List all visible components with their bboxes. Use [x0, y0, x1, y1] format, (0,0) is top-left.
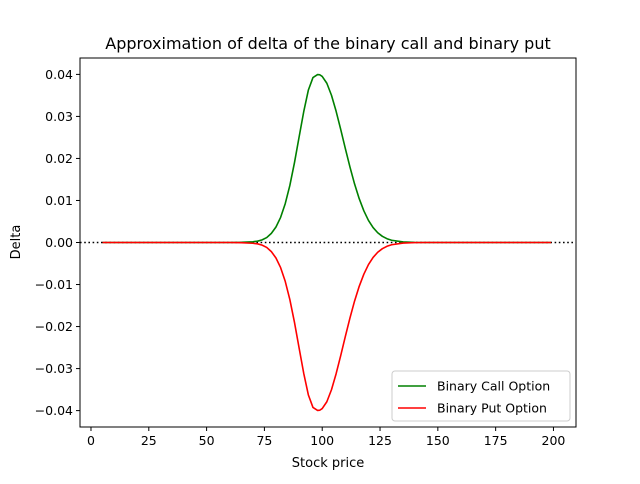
y-tick-label: −0.04 [35, 403, 73, 418]
legend-label-binary-call: Binary Call Option [437, 379, 550, 394]
y-tick-label: 0.00 [45, 235, 73, 250]
y-tick-label: −0.02 [35, 319, 73, 334]
x-tick-label: 75 [256, 433, 272, 448]
x-tick-label: 25 [141, 433, 157, 448]
y-tick-label: 0.01 [45, 193, 73, 208]
x-tick-label: 175 [484, 433, 508, 448]
x-tick-label: 50 [199, 433, 215, 448]
series-line-binary-put [102, 241, 552, 412]
legend-box [391, 370, 571, 422]
x-tick-label: 100 [310, 433, 334, 448]
series-line-binary-call [102, 73, 552, 244]
x-axis-title: Stock price [292, 456, 364, 471]
chart-title: Approximation of delta of the binary cal… [105, 34, 550, 53]
y-tick-label: 0.04 [45, 67, 73, 82]
x-tick-label: 200 [542, 433, 566, 448]
y-tick-label: −0.03 [35, 361, 73, 376]
x-tick-label: 125 [368, 433, 392, 448]
legend-label-binary-put: Binary Put Option [437, 401, 547, 416]
y-tick-label: −0.01 [35, 277, 73, 292]
y-tick-label: 0.02 [45, 151, 73, 166]
y-tick-label: 0.03 [45, 109, 73, 124]
x-tick-label: 150 [426, 433, 450, 448]
y-axis-title: Delta [9, 225, 24, 260]
x-tick-label: 0 [87, 433, 95, 448]
